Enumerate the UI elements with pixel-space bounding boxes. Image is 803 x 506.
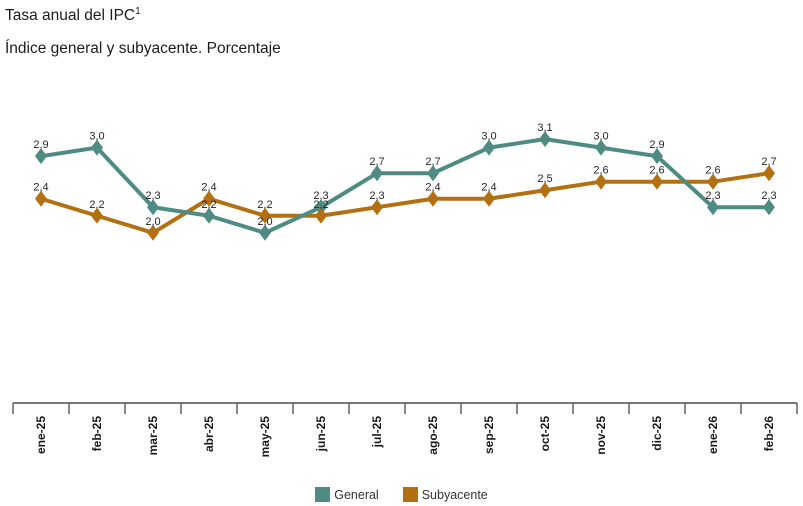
x-axis-label: feb-26 (762, 416, 776, 452)
legend-item-subyacente[interactable]: Subyacente (402, 487, 488, 502)
data-point-marker-general (35, 148, 47, 165)
data-point-label-general: 2,7 (425, 156, 440, 168)
x-axis-label: jul-25 (370, 416, 384, 449)
series-line-subyacente (40, 171, 770, 235)
x-axis-label: dic-25 (650, 416, 664, 451)
data-point-marker-general (651, 148, 663, 165)
footnote-marker: 1 (135, 6, 141, 17)
data-point-marker-subyacente (203, 190, 215, 207)
x-axis-label: nov-25 (594, 416, 608, 455)
data-point-label-subyacente: 2,2 (89, 199, 104, 211)
page-title-text: Tasa anual del IPC (5, 7, 136, 25)
data-point-label-subyacente: 2,6 (705, 165, 720, 177)
data-point-label-general: 3,1 (537, 122, 552, 134)
data-point-marker-subyacente (539, 182, 551, 199)
data-point-marker-general (539, 131, 551, 148)
chart-legend: General Subyacente (0, 487, 803, 502)
data-point-marker-subyacente (91, 207, 103, 224)
data-point-marker-general (427, 165, 439, 182)
data-point-marker-general (259, 224, 271, 241)
x-axis-label: ene-25 (34, 416, 48, 454)
data-point-marker-subyacente (35, 190, 47, 207)
data-point-label-general: 3,0 (481, 131, 496, 143)
data-point-marker-general (91, 139, 103, 156)
data-point-marker-subyacente (147, 224, 159, 241)
data-point-marker-general (483, 139, 495, 156)
x-axis-label: feb-25 (90, 416, 104, 452)
data-point-marker-subyacente (595, 173, 607, 190)
data-point-marker-subyacente (763, 165, 775, 182)
data-point-marker-general (763, 199, 775, 216)
data-point-label-subyacente: 2,5 (537, 173, 552, 185)
data-point-marker-subyacente (427, 190, 439, 207)
data-point-label-subyacente: 2,4 (425, 182, 440, 194)
legend-item-general[interactable]: General (315, 487, 379, 502)
data-point-label-subyacente: 2,4 (33, 182, 48, 194)
page-title: Tasa anual del IPC1 (5, 6, 281, 26)
x-axis-label: ago-25 (426, 416, 440, 455)
data-point-marker-subyacente (259, 207, 271, 224)
x-axis-label: abr-25 (202, 416, 216, 452)
data-point-marker-subyacente (483, 190, 495, 207)
data-point-label-general: 2,3 (761, 190, 776, 202)
legend-label-general: General (334, 487, 379, 502)
legend-label-subyacente: Subyacente (421, 487, 488, 502)
data-point-marker-general (203, 207, 215, 224)
data-point-marker-general (147, 199, 159, 216)
data-point-marker-general (371, 165, 383, 182)
data-point-label-subyacente: 2,2 (257, 199, 272, 211)
data-point-label-subyacente: 2,4 (201, 182, 216, 194)
x-axis-label: may-25 (258, 416, 272, 458)
data-point-label-general: 2,2 (201, 199, 216, 211)
data-point-label-general: 2,3 (705, 190, 720, 202)
x-axis-label: sep-25 (482, 416, 496, 454)
data-point-label-general: 2,9 (33, 139, 48, 151)
series-line-general (40, 137, 769, 235)
x-axis-label: oct-25 (538, 416, 552, 452)
x-axis-label: jun-25 (314, 416, 328, 453)
data-point-marker-general (315, 199, 327, 216)
data-point-label-general: 3,0 (89, 131, 104, 143)
x-axis-label: mar-25 (146, 416, 160, 456)
data-point-label-subyacente: 2,7 (761, 156, 776, 168)
data-point-label-general: 2,0 (257, 216, 272, 228)
data-point-marker-subyacente (651, 173, 663, 190)
data-point-label-subyacente: 2,6 (649, 165, 664, 177)
data-point-marker-subyacente (707, 173, 719, 190)
data-point-marker-subyacente (371, 199, 383, 216)
data-point-marker-general (707, 199, 719, 216)
data-point-label-general: 2,7 (369, 156, 384, 168)
data-point-label-subyacente: 2,0 (145, 216, 160, 228)
data-point-label-general: 2,3 (313, 190, 328, 202)
data-point-label-subyacente: 2,3 (369, 190, 384, 202)
data-point-label-general: 3,0 (593, 131, 608, 143)
data-point-label-subyacente: 2,4 (481, 182, 496, 194)
general-series-swatch (315, 487, 331, 502)
x-axis-label: ene-26 (706, 416, 720, 454)
page-subtitle: Índice general y subyacente. Porcentaje (5, 39, 281, 57)
data-point-marker-general (595, 139, 607, 156)
subyacente-series-swatch (402, 487, 418, 502)
data-point-label-subyacente: 2,2 (313, 199, 328, 211)
chart-header: Tasa anual del IPC1 Índice general y sub… (5, 6, 281, 58)
data-point-label-general: 2,9 (649, 139, 664, 151)
data-point-label-general: 2,3 (145, 190, 160, 202)
data-point-label-subyacente: 2,6 (593, 165, 608, 177)
data-point-marker-subyacente (315, 207, 327, 224)
